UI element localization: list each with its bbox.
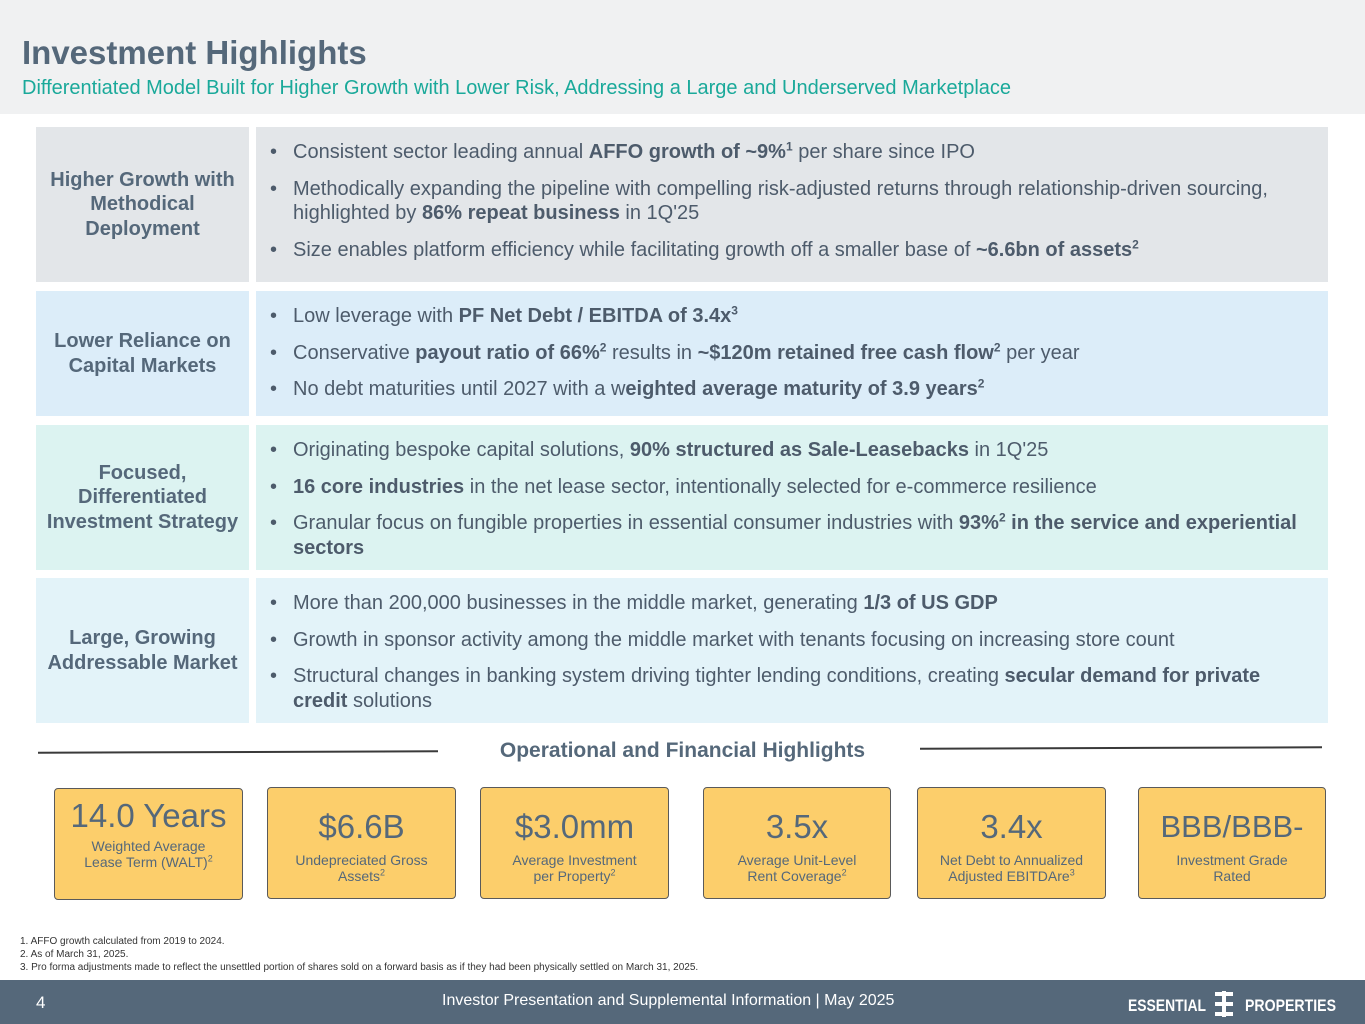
row-body-market: More than 200,000 businesses in the midd…	[256, 578, 1328, 723]
essential-properties-logo: ESSENTIAL PROPERTIES	[1128, 991, 1336, 1017]
highlight-tile-walt: 14.0 Years Weighted Average Lease Term (…	[54, 788, 243, 900]
highlights-title: Operational and Financial Highlights	[499, 739, 866, 762]
tile-label: Weighted Average Lease Term (WALT)2	[84, 838, 213, 870]
header: Investment Highlights Differentiated Mod…	[0, 0, 1365, 114]
row-body-growth: Consistent sector leading annual AFFO gr…	[256, 127, 1328, 282]
page-subtitle: Differentiated Model Built for Higher Gr…	[22, 77, 1012, 99]
highlight-tile-rating: BBB/BBB- Investment Grade Rated	[1138, 787, 1326, 899]
bullet-item: 16 core industries in the net lease sect…	[270, 475, 1308, 500]
highlight-tile-avg-investment: $3.0mm Average Investment per Property2	[480, 787, 669, 899]
row-label-growth: Higher Growth with Methodical Deployment	[36, 127, 249, 282]
footnote-2: 2. As of March 31, 2025.	[20, 949, 129, 960]
bullet-item: Growth in sponsor activity among the mid…	[270, 628, 1308, 653]
logo-text-left: ESSENTIAL	[1128, 996, 1206, 1015]
bullet-item: More than 200,000 businesses in the midd…	[270, 591, 1308, 616]
tile-label: Investment Grade Rated	[1176, 852, 1288, 884]
logo-text-right: PROPERTIES	[1245, 996, 1336, 1015]
footer: 4 Investor Presentation and Supplemental…	[0, 980, 1365, 1024]
bullet-item: Methodically expanding the pipeline with…	[270, 177, 1308, 226]
tile-value: 3.4x	[980, 808, 1043, 845]
tile-label: Undepreciated Gross Assets2	[295, 852, 428, 884]
footnotes: 1. AFFO growth calculated from 2019 to 2…	[20, 935, 698, 974]
bullet-list: Consistent sector leading annual AFFO gr…	[256, 127, 1328, 262]
bullet-list: Low leverage with PF Net Debt / EBITDA o…	[256, 291, 1328, 402]
page-number: 4	[36, 993, 46, 1012]
bullet-item: Size enables platform efficiency while f…	[270, 238, 1308, 263]
row-body-capital-markets: Low leverage with PF Net Debt / EBITDA o…	[256, 291, 1328, 416]
bullet-item: Structural changes in banking system dri…	[270, 664, 1308, 713]
tile-value: 14.0 Years	[70, 797, 227, 834]
footnote-3: 3. Pro forma adjustments made to reflect…	[20, 962, 699, 973]
tile-label: Average Investment per Property2	[512, 852, 637, 884]
footnote-1: 1. AFFO growth calculated from 2019 to 2…	[20, 936, 225, 947]
bullet-list: Originating bespoke capital solutions, 9…	[256, 425, 1328, 560]
tile-value: BBB/BBB-	[1160, 809, 1304, 844]
tile-value: 3.5x	[765, 808, 829, 845]
row-label-strategy: Focused, Differentiated Investment Strat…	[36, 425, 249, 570]
highlight-tile-rent-coverage: 3.5x Average Unit-Level Rent Coverage2	[703, 787, 891, 899]
tile-value: $6.6B	[318, 808, 405, 845]
row-label-market: Large, Growing Addressable Market	[36, 578, 249, 723]
footer-text: Investor Presentation and Supplemental I…	[442, 992, 895, 1009]
row-body-strategy: Originating bespoke capital solutions, 9…	[256, 425, 1328, 570]
bullet-item: Originating bespoke capital solutions, 9…	[270, 438, 1308, 463]
bullet-list: More than 200,000 businesses in the midd…	[256, 578, 1328, 713]
bullet-item: Conservative payout ratio of 66%2 result…	[270, 341, 1308, 366]
page-title: Investment Highlights	[22, 34, 367, 71]
logo-mark-icon	[1215, 991, 1233, 1017]
bullet-item: Granular focus on fungible properties in…	[270, 511, 1308, 560]
tile-value: $3.0mm	[514, 808, 635, 845]
highlight-tile-net-debt: 3.4x Net Debt to Annualized Adjusted EBI…	[917, 787, 1106, 899]
tile-label: Average Unit-Level Rent Coverage2	[737, 852, 857, 884]
tile-label: Net Debt to Annualized Adjusted EBITDAre…	[939, 852, 1084, 884]
bullet-item: No debt maturities until 2027 with a wei…	[270, 377, 1308, 402]
bullet-item: Consistent sector leading annual AFFO gr…	[270, 140, 1308, 165]
highlight-tile-gross-assets: $6.6B Undepreciated Gross Assets2	[267, 787, 456, 899]
bullet-item: Low leverage with PF Net Debt / EBITDA o…	[270, 304, 1308, 329]
row-label-capital-markets: Lower Reliance on Capital Markets	[36, 291, 249, 416]
